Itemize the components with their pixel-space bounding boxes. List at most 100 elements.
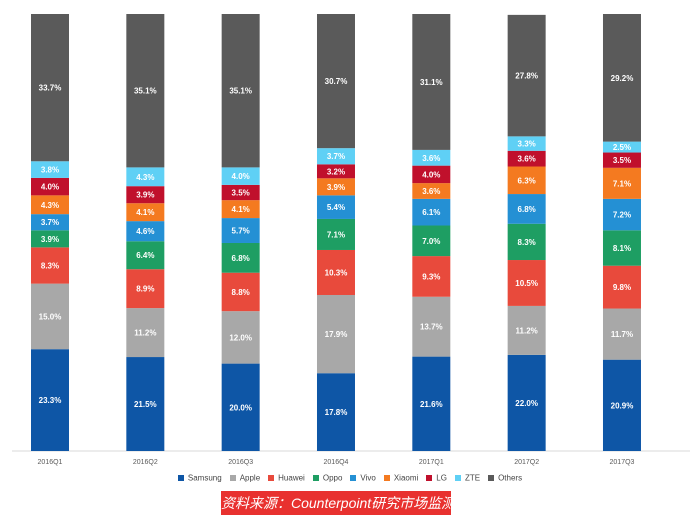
data-label-others: 29.2% [611, 74, 634, 83]
data-label-huawei: 9.3% [422, 272, 440, 281]
legend-label: Huawei [278, 473, 305, 483]
x-tick-label: 2017Q1 [419, 459, 444, 466]
bar-segment-vivo [221, 218, 260, 243]
data-label-zte: 3.3% [518, 140, 536, 149]
stacked-bar-chart: 23.3% 15.0% 8.3% 3.9% 3.7% 4.3% 4.0% 3.8% 33.7% 2… [12, 14, 690, 466]
legend-item-zte: ZTE [454, 473, 480, 482]
data-label-others: 27.8% [515, 72, 538, 81]
data-label-vivo: 5.4% [327, 203, 345, 212]
bar-segment-others [221, 14, 260, 168]
chart-legend: Samsung Apple Huawei Oppo Vivo Xiaomi LG ZTE Oth… [0, 473, 700, 482]
data-label-huawei: 10.5% [515, 279, 538, 288]
bar-segment-apple [221, 311, 260, 364]
bar-segment-huawei [412, 256, 451, 297]
bar-segment-others [507, 14, 546, 137]
bar-segment-xiaomi [507, 166, 546, 195]
bar-segment-xiaomi [412, 183, 451, 199]
legend-label: Oppo [322, 473, 343, 483]
legend-swatch [312, 474, 319, 481]
legend-item-vivo: Vivo [350, 473, 376, 482]
data-label-lg: 4.0% [41, 183, 59, 192]
x-tick-label: 2016Q2 [133, 459, 158, 466]
bar-segment-lg [602, 152, 641, 168]
data-label-samsung: 17.8% [325, 408, 348, 417]
bar-segment-others [31, 14, 69, 162]
bar-segment-oppo [126, 241, 165, 270]
data-label-samsung: 20.9% [611, 401, 634, 410]
bar-segment-zte [126, 167, 165, 187]
source-banner: 资料来源：Counterpoint研究市场监测 [221, 491, 451, 515]
data-label-lg: 4.0% [422, 170, 440, 179]
x-tick-label: 2016Q1 [38, 459, 63, 466]
bar-segment-lg [507, 150, 546, 167]
legend-swatch [268, 474, 275, 481]
data-label-vivo: 4.6% [136, 227, 154, 236]
legend-label: LG [436, 473, 447, 483]
legend-swatch [426, 474, 433, 481]
x-tick-label: 2017Q2 [514, 459, 539, 466]
data-label-vivo: 3.7% [41, 218, 59, 227]
bar-segment-lg [412, 165, 451, 184]
bar-segment-others [126, 14, 165, 168]
bar-segment-vivo [126, 221, 165, 242]
legend-label: Others [498, 473, 523, 483]
data-label-lg: 3.9% [136, 191, 154, 200]
bar-segment-zte [316, 148, 355, 165]
bar-segment-apple [602, 308, 641, 360]
bar-segment-others [602, 14, 641, 142]
bar-segment-others [316, 14, 355, 149]
bar-segment-others [412, 14, 451, 150]
bar-segment-oppo [602, 230, 641, 266]
legend-label: Samsung [187, 473, 222, 483]
data-label-others: 30.7% [325, 77, 348, 86]
data-label-zte: 3.6% [422, 154, 440, 163]
bar-segment-vivo [507, 194, 546, 224]
bar-segment-huawei [126, 269, 165, 309]
bar-segment-xiaomi [316, 178, 355, 196]
bar-segment-samsung [31, 349, 69, 451]
data-label-huawei: 8.8% [232, 288, 250, 297]
data-label-apple: 13.7% [420, 323, 443, 332]
data-label-xiaomi: 4.1% [232, 205, 250, 214]
legend-item-apple: Apple [229, 473, 260, 482]
x-tick-label: 2016Q4 [324, 459, 349, 466]
data-label-xiaomi: 7.1% [613, 179, 631, 188]
bar-segment-oppo [412, 225, 451, 257]
bar-segment-samsung [221, 363, 260, 451]
bar-segment-lg [221, 184, 260, 201]
bar-segment-huawei [31, 247, 69, 284]
data-label-xiaomi: 4.3% [41, 201, 59, 210]
bar-segment-lg [31, 177, 69, 196]
data-label-oppo: 6.8% [232, 254, 250, 263]
bar-segment-apple [126, 308, 165, 358]
x-tick-label: 2017Q3 [610, 459, 635, 466]
legend-swatch [383, 474, 390, 481]
data-label-samsung: 21.5% [134, 400, 157, 409]
bar-segment-xiaomi [221, 200, 260, 219]
data-label-samsung: 20.0% [229, 403, 252, 412]
data-label-oppo: 8.1% [613, 244, 631, 253]
data-label-others: 33.7% [39, 84, 62, 93]
data-label-oppo: 6.4% [136, 251, 154, 260]
bar-segment-huawei [507, 260, 546, 306]
bar-segment-zte [31, 161, 69, 178]
legend-swatch [350, 474, 357, 481]
legend-swatch [177, 474, 184, 481]
data-label-zte: 4.0% [232, 172, 250, 181]
data-label-samsung: 21.6% [420, 400, 443, 409]
data-label-oppo: 7.0% [422, 237, 440, 246]
bar-segment-huawei [602, 265, 641, 309]
legend-swatch [488, 474, 495, 481]
bar-segment-huawei [316, 249, 355, 295]
bar-segment-oppo [507, 223, 546, 261]
bar-segment-lg [126, 186, 165, 204]
data-label-apple: 12.0% [229, 333, 252, 342]
data-label-oppo: 8.3% [518, 238, 536, 247]
data-label-zte: 2.5% [613, 143, 631, 152]
data-label-xiaomi: 6.3% [518, 176, 536, 185]
data-label-lg: 3.5% [232, 189, 250, 198]
data-label-xiaomi: 3.6% [422, 187, 440, 196]
bar-segment-oppo [31, 230, 69, 248]
bar-segment-oppo [316, 218, 355, 250]
legend-item-xiaomi: Xiaomi [383, 473, 418, 482]
